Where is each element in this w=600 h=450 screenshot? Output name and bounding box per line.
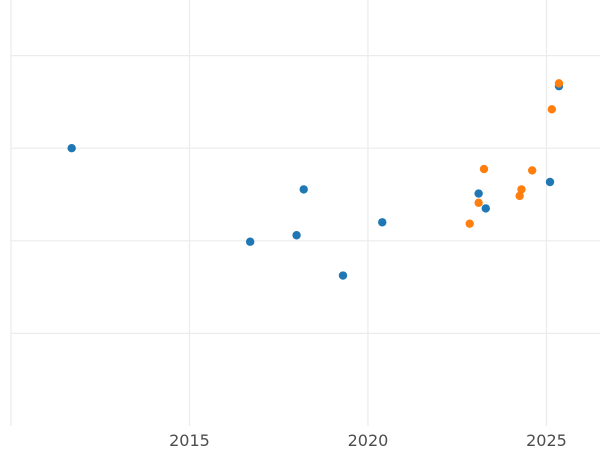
- x-tick-label-2025: 2025: [526, 431, 567, 450]
- data-point-series-1-9: [545, 177, 555, 187]
- data-point-series-1-5: [338, 271, 348, 280]
- data-point-series-1-6: [378, 218, 387, 227]
- data-point-series-2-1: [465, 219, 474, 228]
- grid-layer: [10, 0, 600, 426]
- x-tick-label-2020: 2020: [348, 431, 389, 450]
- data-point-series-2-6: [527, 166, 537, 175]
- x-tick-label-2015: 2015: [169, 431, 210, 450]
- data-point-series-1-7: [474, 189, 483, 198]
- data-point-series-2-7: [547, 105, 557, 114]
- data-point-series-2-5: [517, 185, 526, 194]
- data-point-series-1-1: [67, 144, 76, 153]
- data-point-series-2-4: [515, 191, 524, 201]
- data-point-series-2-8: [554, 79, 564, 88]
- data-point-series-1-4: [299, 185, 308, 194]
- data-point-series-1-3: [292, 231, 301, 240]
- data-point-series-1-2: [245, 237, 255, 246]
- points-layer: [67, 79, 564, 280]
- x-tick-labels: 2015 2020 2025: [169, 431, 567, 450]
- data-point-series-2-3: [479, 164, 489, 174]
- data-point-series-2-2: [474, 198, 483, 208]
- data-point-series-1-8: [481, 204, 490, 213]
